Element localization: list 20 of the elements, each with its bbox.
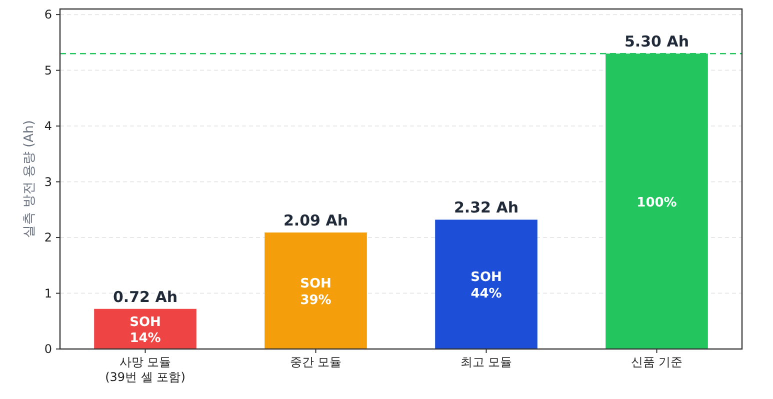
data-label: 2.32 Ah	[454, 198, 519, 217]
y-tick-label: 4	[44, 119, 52, 134]
data-label: 5.30 Ah	[624, 32, 690, 51]
annotation: SOH 44%	[470, 270, 502, 302]
x-tick-label: 최고 모듈	[460, 355, 512, 369]
x-tick-label: 사망 모듈 (39번 셀 포함)	[105, 355, 186, 384]
y-tick-label: 3	[44, 174, 52, 189]
y-tick-label: 2	[44, 230, 52, 245]
annotation: SOH 39%	[300, 276, 332, 308]
x-tick-label: 중간 모듈	[290, 355, 342, 369]
y-tick-label: 5	[44, 63, 52, 78]
y-tick-label: 0	[44, 342, 52, 356]
x-tick-label: 신품 기준	[630, 355, 683, 369]
y-tick-label: 6	[44, 8, 52, 22]
y-axis-title: 실측 방전 용량 (Ah)	[22, 120, 37, 238]
data-label: 0.72 Ah	[112, 288, 178, 306]
annotation: 100%	[636, 195, 677, 210]
annotation: SOH 14%	[130, 314, 161, 346]
data-label: 2.09 Ah	[283, 212, 348, 230]
y-tick-label: 1	[44, 286, 52, 300]
